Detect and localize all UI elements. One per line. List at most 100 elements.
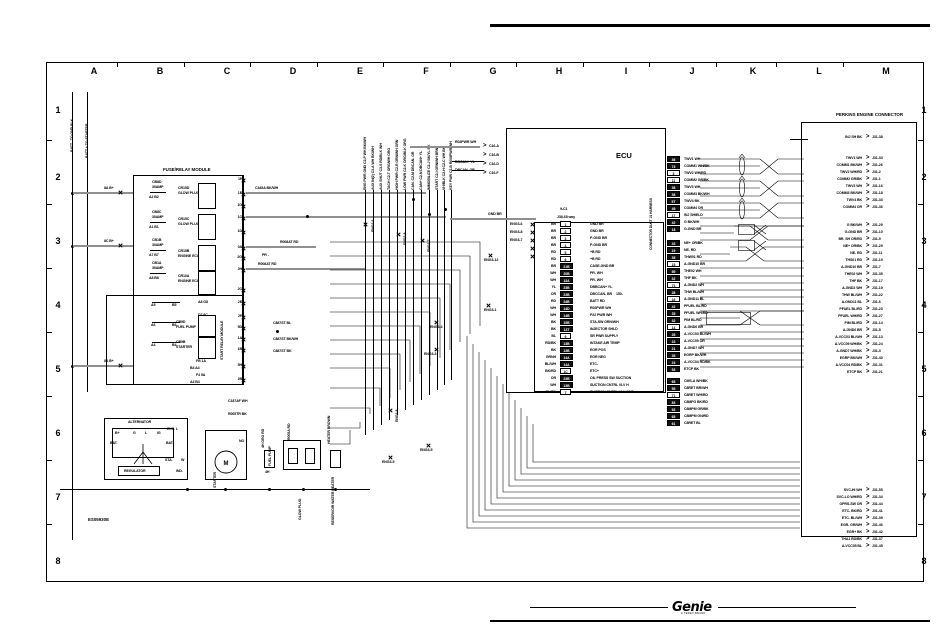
starter-motor-icon: M bbox=[214, 450, 238, 474]
perkins-sig-9: G-GND BR bbox=[844, 230, 862, 234]
ecu-left-pin-18: 13B bbox=[560, 347, 573, 353]
perkins-sig-21: PFUEL WH/RD bbox=[838, 314, 862, 318]
perkins-pin-2: J31-2 bbox=[872, 170, 881, 174]
ecu-right-sig-10: G-GND BR bbox=[684, 227, 702, 231]
perkins-pin-29: J31-21 bbox=[872, 370, 883, 374]
ecu-left-wire-2: BR bbox=[551, 236, 556, 240]
module-wire-2 bbox=[246, 246, 316, 248]
c16-label-2: DBCAN+ YL bbox=[455, 160, 475, 164]
battery-negative-bus bbox=[72, 92, 73, 540]
perkins-sig-11: NE+ OR/BK bbox=[843, 244, 862, 248]
relay-name-1: CR15C bbox=[178, 217, 190, 221]
drawing-number: ES05930E bbox=[88, 517, 109, 522]
alternator-term-7: STA. bbox=[165, 458, 173, 462]
ecu-right-sig-33: C8MFG BK/RD bbox=[684, 400, 708, 404]
perkins-sig-25: A-VCC09 WH/BK bbox=[834, 342, 862, 346]
relay-symbol-5 bbox=[198, 337, 216, 359]
perkins-sig-12: NE- RD bbox=[850, 251, 862, 255]
ecu-left-sig-20: ETC- bbox=[590, 362, 598, 366]
perkins-pin-27: J31-40 bbox=[872, 356, 883, 360]
perkins-bot-sig-5: EGR- GR/WH bbox=[840, 523, 862, 527]
ecu-left-pin-13: 14B bbox=[560, 312, 573, 318]
ecu-right-pin-16: 32 bbox=[667, 275, 680, 281]
shield-box-2 bbox=[738, 240, 767, 251]
module-wire-label-1: R008AT RD bbox=[280, 240, 299, 244]
relay-symbol-4 bbox=[198, 315, 216, 337]
eng3-tag-0: ENG3-6 bbox=[371, 219, 375, 232]
ecu-left-sig-9: DBBCAN+ YL bbox=[590, 285, 613, 289]
ecu-left-sig-22: OIL PRESS SW SUCTION bbox=[590, 376, 632, 380]
ecu-left-pin-11: 24B bbox=[560, 298, 573, 304]
ecu-right-pin-15: 55 bbox=[667, 268, 680, 274]
relay-desc-2: ENGINE ECU bbox=[178, 254, 200, 258]
perkins-bot-sig-7: THA1 RD/BK bbox=[841, 537, 862, 541]
fuse-rating-0: 30AMP bbox=[152, 185, 164, 189]
ecu-right-sig-17: A-GND2 WH bbox=[684, 283, 704, 287]
ecu-left-pin-7: 20B bbox=[560, 270, 573, 276]
module-pin-13: 1B bbox=[237, 347, 243, 351]
module-wire-3 bbox=[246, 268, 366, 270]
perkins-bot-sig-8: A-VCC05 BL bbox=[841, 544, 862, 548]
row-label-7-right: 7 bbox=[921, 492, 927, 502]
ecu-right-pin-8: 17 bbox=[667, 212, 680, 218]
glow-plug-box bbox=[283, 440, 321, 470]
ecu-right-sig-2: TWV2 WH/RD bbox=[684, 171, 707, 175]
ecu-right-sig-4: TWV3 WH bbox=[684, 185, 701, 189]
vsig-7: CAN+ C2-N DBCAN+ YL bbox=[419, 151, 423, 190]
col-label-g: G bbox=[489, 66, 497, 76]
ecu-right-sig-35: C8MPM GN/RD bbox=[684, 414, 709, 418]
alternator-term-0: B+ bbox=[115, 431, 120, 435]
ecu-right-sig-32: C8RET WH/RD bbox=[684, 393, 708, 397]
ecu-c1-header: 9-C1 bbox=[560, 207, 568, 211]
ecu-splice-a: ENG3-6 bbox=[510, 222, 523, 226]
perkins-pin-14: J31-7 bbox=[872, 265, 881, 269]
starter-box bbox=[205, 430, 247, 480]
ecu-left-sig-23: SUCTION CNTRL VLV H bbox=[590, 383, 629, 387]
perkins-pin-4: J31-16 bbox=[872, 184, 883, 188]
perkins-pin-10: J31-9 bbox=[872, 237, 881, 241]
row-label-2-right: 2 bbox=[921, 172, 927, 182]
fuse-name-1: CB8C bbox=[152, 210, 162, 214]
relay-desc-5: STARTER bbox=[176, 345, 193, 349]
ecu-splice-b: ENG3-8 bbox=[510, 230, 523, 234]
vsig-4: HIGH PWR C2-R GRN/WH GRN bbox=[395, 139, 399, 190]
ecu-inner-box bbox=[534, 222, 664, 392]
ecu-left-sig-11: BATT RD bbox=[590, 299, 605, 303]
relay-name-4: CR9D bbox=[176, 320, 186, 324]
ecu-gnd-wire bbox=[450, 218, 536, 220]
starter-terminal: NO bbox=[239, 439, 245, 443]
perkins-sig-1: COMM1 BK/WH bbox=[836, 163, 863, 167]
fuse-name-0: CB8D bbox=[152, 180, 162, 184]
perkins-sig-6: TWV4 BK bbox=[846, 198, 863, 202]
ecu-right-pin-21: 35 bbox=[667, 310, 680, 316]
relay-symbol-3 bbox=[198, 271, 216, 295]
perkins-pin-7: J31-36 bbox=[872, 205, 883, 209]
ecu-left-wire-0: BR bbox=[551, 222, 556, 226]
relay-name-5: CR9B bbox=[176, 340, 186, 344]
perkins-sig-8: G BK/WH bbox=[846, 223, 862, 227]
perkins-sig-28: A-VCC04 RD/BK bbox=[835, 363, 863, 367]
row-label-8-right: 8 bbox=[921, 556, 927, 566]
perkins-sig-29: ETCP BK bbox=[846, 370, 862, 374]
perkins-pin-11: J31-29 bbox=[872, 244, 883, 248]
c16-pin-0: C16-A bbox=[489, 144, 499, 148]
left-harness-risers bbox=[330, 241, 481, 445]
module-pin-12: 1A bbox=[237, 336, 243, 340]
ecu-right-sig-6: TWV4 BK bbox=[684, 199, 700, 203]
fuse-rating-3: 30AMP bbox=[152, 266, 164, 270]
ecu-right-sig-22: PIM BL/RD bbox=[684, 318, 702, 322]
fuse-name-2: CB1B bbox=[152, 238, 162, 242]
perkins-sig-27: EGRP BK/WH bbox=[839, 356, 862, 360]
ecu-right-pin-24: 28 bbox=[667, 331, 680, 337]
ecu-left-pin-0: 1 bbox=[560, 221, 571, 227]
col-label-m: M bbox=[882, 66, 890, 76]
ecu-right-sig-26: A-GND7 WH bbox=[684, 346, 704, 350]
ecu-gnd-label: GND BR bbox=[488, 212, 502, 216]
perkins-sig-2: TWV2 WH/RD bbox=[839, 170, 862, 174]
module-pin-8: 2C bbox=[237, 287, 243, 291]
perkins-sig-20: PFUEL BL/RD bbox=[839, 307, 862, 311]
ecu-right-sig-31: C8RET BR/WH bbox=[684, 386, 708, 390]
module-wire-label-5: C887ST BK/WH bbox=[273, 337, 299, 341]
eng3-tag-4: ENG3-4 bbox=[430, 325, 443, 329]
module-wire-label-2: PR - bbox=[262, 253, 269, 257]
